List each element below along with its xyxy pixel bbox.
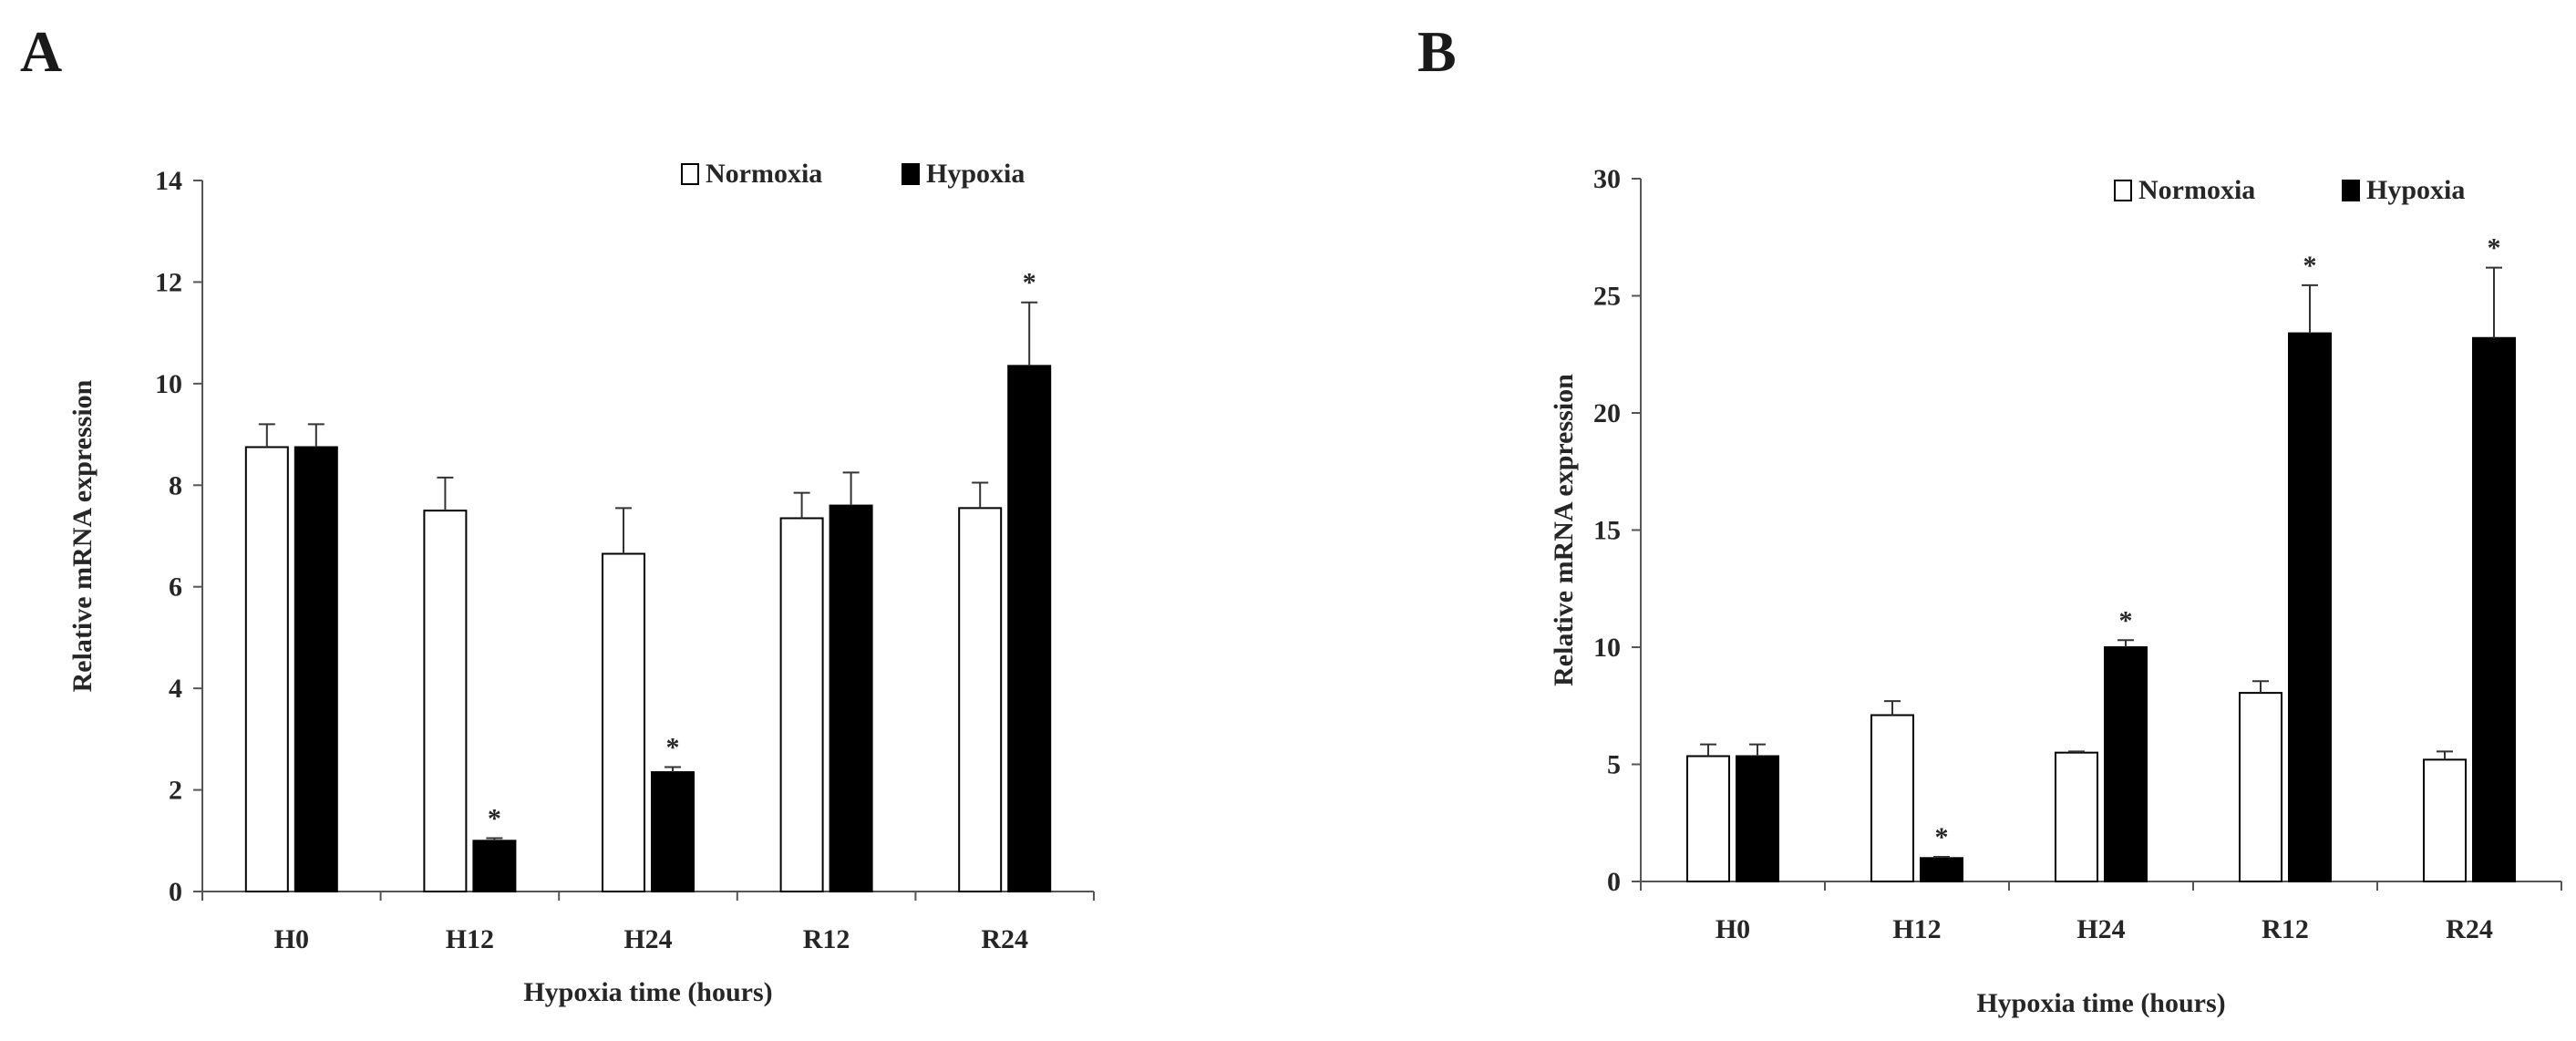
x-axis-title: Hypoxia time (hours) [1976, 988, 2225, 1018]
y-axis-title: Relative mRNA expression [1549, 374, 1579, 686]
y-tick-label: 10 [1593, 633, 1621, 663]
significance-marker: * [2488, 233, 2501, 263]
legend-label-hypoxia: Hypoxia [926, 159, 1025, 189]
y-tick-label: 4 [169, 674, 182, 704]
bar-hypoxia [651, 771, 695, 892]
bar-normoxia [1870, 714, 1914, 883]
bar-hypoxia [294, 446, 338, 892]
y-tick-label: 25 [1593, 282, 1621, 312]
bar-hypoxia [1007, 365, 1052, 893]
significance-marker: * [666, 733, 680, 763]
y-tick-label: 0 [169, 877, 182, 907]
bar-hypoxia [2472, 336, 2516, 882]
x-tick-label: H24 [2076, 914, 2125, 944]
bar-hypoxia [1920, 857, 1963, 882]
x-tick-label: H0 [274, 924, 309, 954]
y-tick-label: 8 [169, 470, 182, 500]
bar-hypoxia [2104, 646, 2148, 882]
y-tick-label: 30 [1593, 164, 1621, 194]
y-tick-label: 14 [155, 166, 182, 196]
x-tick-label: R12 [803, 924, 850, 954]
y-tick-label: 20 [1593, 398, 1621, 428]
x-tick-label: H12 [1892, 914, 1941, 944]
significance-marker: * [1023, 268, 1036, 298]
legend-swatch-normoxia [681, 163, 699, 185]
x-tick-label: H24 [623, 924, 672, 954]
legend-label-normoxia: Normoxia [2138, 175, 2255, 205]
x-tick-label: R24 [981, 924, 1028, 954]
bar-normoxia [602, 552, 645, 892]
y-tick-label: 15 [1593, 516, 1621, 546]
bar-normoxia [958, 507, 1003, 892]
bar-normoxia [2055, 751, 2098, 883]
y-tick-label: 2 [169, 776, 182, 806]
significance-marker: * [488, 804, 501, 834]
x-tick-label: H0 [1716, 914, 1750, 944]
significance-marker: * [2119, 605, 2133, 635]
bar-normoxia [1686, 755, 1730, 882]
y-tick-label: 5 [1607, 750, 1621, 780]
bar-hypoxia [472, 840, 517, 892]
y-axis-title: Relative mRNA expression [67, 379, 98, 692]
y-tick-label: 10 [155, 369, 182, 399]
legend-swatch-hypoxia [2342, 180, 2360, 201]
bar-hypoxia [1736, 755, 1779, 882]
bar-hypoxia [829, 504, 873, 892]
legend-label-hypoxia: Hypoxia [2366, 175, 2465, 205]
bar-normoxia [2423, 758, 2467, 882]
significance-marker: * [2303, 251, 2317, 281]
bar-normoxia [244, 446, 289, 892]
bar-normoxia [2239, 692, 2282, 882]
legend-swatch-hypoxia [902, 163, 920, 185]
x-tick-label: H12 [446, 924, 494, 954]
panel-label-a: A [20, 19, 63, 84]
x-tick-label: R12 [2262, 914, 2309, 944]
bar-hypoxia [2288, 332, 2332, 882]
legend-label-normoxia: Normoxia [706, 159, 822, 189]
significance-marker: * [1935, 822, 1949, 852]
x-axis-title: Hypoxia time (hours) [523, 977, 772, 1007]
legend-swatch-normoxia [2114, 180, 2132, 201]
bar-normoxia [423, 510, 468, 893]
x-tick-label: R24 [2446, 914, 2493, 944]
chart-panel-b: 0 5 10 15 20 25 30 H0 H12 H24 R12 R24 * * * * Normoxia Hy… [1549, 164, 2562, 1018]
y-tick-label: 12 [155, 267, 182, 297]
bar-normoxia [779, 517, 824, 892]
y-tick-label: 0 [1607, 867, 1621, 897]
chart-panel-a: 0 2 4 6 8 10 12 14 H0 H12 H24 R12 R24 * * * Normoxia Hypo… [67, 159, 1095, 1007]
y-tick-label: 6 [169, 572, 182, 603]
panel-label-b: B [1417, 19, 1457, 84]
